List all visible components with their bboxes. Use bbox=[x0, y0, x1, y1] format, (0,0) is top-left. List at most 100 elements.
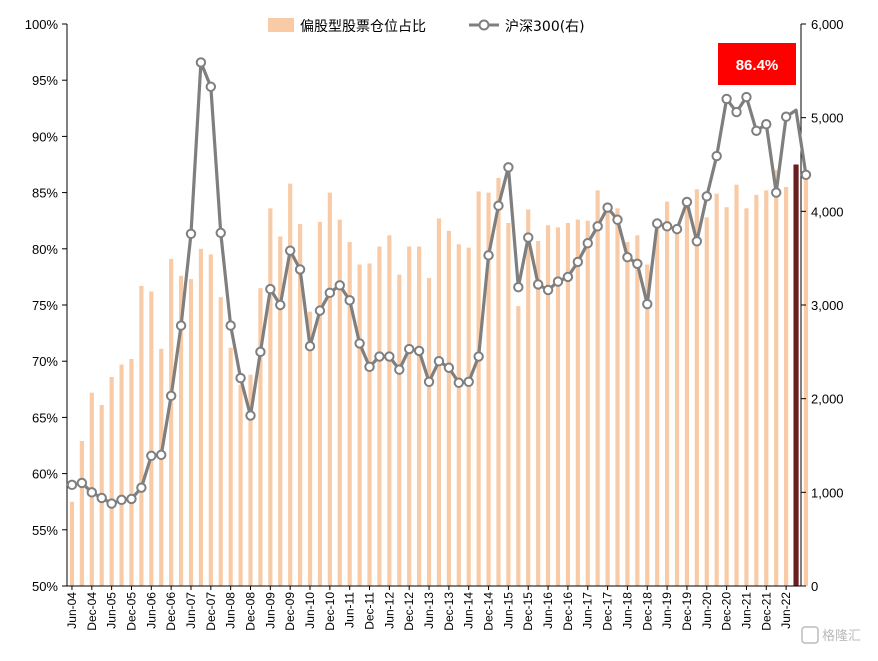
x-tick-label: Jun-19 bbox=[660, 592, 674, 629]
left-tick-label: 80% bbox=[32, 242, 58, 257]
bar-2020Q3 bbox=[714, 193, 719, 586]
line-point-2009Q2 bbox=[265, 283, 276, 295]
line-point-2014Q2 bbox=[463, 376, 474, 388]
bar-2008Q2 bbox=[228, 347, 233, 586]
right-tick-label: 4,000 bbox=[811, 204, 844, 219]
line-point-2012Q3 bbox=[394, 364, 405, 375]
x-tick-label: Dec-08 bbox=[244, 592, 258, 631]
bar-2018Q1 bbox=[615, 208, 620, 586]
line-point-2020Q2 bbox=[701, 191, 712, 202]
bar-2005Q3 bbox=[119, 364, 124, 586]
line-point-2009Q4 bbox=[284, 245, 296, 256]
line-point-2009Q3 bbox=[275, 299, 286, 311]
callout: 86.4% bbox=[718, 43, 796, 85]
bar-2020Q1 bbox=[694, 189, 699, 587]
bar-2020Q2 bbox=[704, 217, 709, 586]
line-point-2005Q1 bbox=[96, 492, 107, 504]
bar-2004Q3 bbox=[79, 441, 84, 586]
x-tick-label: Dec-09 bbox=[283, 592, 297, 631]
left-tick-label: 65% bbox=[32, 410, 58, 425]
bar-2012Q4 bbox=[407, 246, 412, 587]
left-tick-label: 55% bbox=[32, 523, 58, 538]
bar-2005Q2 bbox=[109, 376, 114, 586]
bar-2008Q1 bbox=[218, 297, 223, 586]
line-point-2004Q2 bbox=[66, 479, 78, 491]
x-tick-label: Dec-07 bbox=[204, 592, 218, 631]
x-tick-label: Jun-21 bbox=[739, 592, 753, 629]
line-point-2020Q3 bbox=[711, 150, 722, 162]
x-tick-label: Jun-08 bbox=[224, 592, 238, 629]
line-point-undefined bbox=[800, 169, 812, 181]
bar-2015Q3 bbox=[516, 306, 521, 586]
line-point-2015Q4 bbox=[523, 232, 534, 243]
bar-2016Q4 bbox=[565, 222, 570, 586]
bar-series bbox=[69, 164, 809, 587]
line-point-2019Q3 bbox=[671, 223, 683, 235]
bar-2013Q4 bbox=[446, 230, 451, 586]
line-point-2006Q3 bbox=[156, 449, 167, 461]
bar-2012Q1 bbox=[377, 246, 382, 587]
bar-2019Q1 bbox=[655, 224, 660, 586]
line-point-2021Q1 bbox=[731, 106, 742, 118]
line-point-2015Q1 bbox=[493, 200, 504, 211]
line-point-2017Q2 bbox=[582, 237, 593, 249]
bar-2015Q1 bbox=[496, 177, 501, 587]
line-point-2011Q1 bbox=[334, 280, 345, 291]
x-tick-label: Dec-20 bbox=[720, 592, 734, 631]
line-point-2012Q4 bbox=[404, 343, 415, 355]
x-tick-label: Jun-22 bbox=[779, 592, 793, 629]
bar-2006Q4 bbox=[169, 258, 174, 586]
line-point-2008Q1 bbox=[215, 227, 226, 239]
bar-2022Q3 bbox=[793, 164, 799, 586]
line-point-2018Q1 bbox=[612, 214, 623, 225]
line-point-2017Q1 bbox=[572, 256, 584, 268]
x-tick-label: Dec-16 bbox=[561, 592, 575, 631]
line-point-2020Q4 bbox=[721, 93, 732, 105]
line-point-2005Q4 bbox=[126, 493, 137, 505]
bar-2014Q1 bbox=[456, 244, 461, 587]
bar-2022Q1 bbox=[774, 170, 779, 586]
callout-label: 86.4% bbox=[736, 57, 779, 74]
watermark-logo-icon bbox=[801, 626, 819, 644]
line-point-2013Q4 bbox=[443, 362, 455, 373]
x-tick-label: Dec-05 bbox=[124, 592, 138, 631]
callout-box bbox=[718, 43, 796, 85]
x-tick-label: Jun-15 bbox=[501, 592, 515, 629]
bar-2015Q2 bbox=[506, 222, 511, 586]
line-point-2016Q4 bbox=[562, 271, 574, 283]
line-point-2006Q1 bbox=[136, 482, 147, 493]
x-tick-label: Dec-21 bbox=[759, 592, 773, 631]
bar-2016Q3 bbox=[555, 227, 561, 586]
x-tick-label: Jun-13 bbox=[422, 592, 436, 629]
bar-2020Q4 bbox=[724, 207, 729, 586]
line-point-2006Q4 bbox=[165, 390, 177, 402]
line-point-2019Q1 bbox=[651, 218, 663, 229]
bar-2018Q2 bbox=[625, 242, 630, 586]
bar-2010Q4 bbox=[327, 192, 332, 586]
right-tick-label: 1,000 bbox=[811, 485, 844, 500]
x-tick-label: Jun-16 bbox=[541, 592, 555, 629]
line-point-2005Q2 bbox=[106, 498, 117, 509]
legend-bar-label: 偏股型股票仓位占比 bbox=[300, 19, 426, 35]
bar-2021Q2 bbox=[744, 208, 749, 586]
x-tick-label: Dec-11 bbox=[363, 592, 377, 630]
bar-2017Q3 bbox=[595, 190, 600, 586]
bar-2021Q1 bbox=[734, 184, 739, 587]
line-point-2014Q3 bbox=[473, 351, 484, 362]
bar-2010Q1 bbox=[298, 224, 303, 586]
line-point-2010Q4 bbox=[324, 287, 336, 299]
line-point-2014Q4 bbox=[483, 250, 494, 261]
x-tick-label: Jun-12 bbox=[382, 592, 396, 629]
line-point-2018Q4 bbox=[642, 298, 653, 310]
right-tick-label: 2,000 bbox=[811, 392, 844, 407]
line-point-2018Q3 bbox=[632, 258, 643, 269]
bar-2014Q4 bbox=[486, 192, 491, 586]
x-axis-ticks: Jun-04 Dec-04 Jun-05 Dec-05 Jun-06 Dec-06 Jun-… bbox=[65, 586, 793, 631]
axes bbox=[66, 24, 802, 587]
bar-2009Q2 bbox=[268, 208, 273, 586]
x-tick-label: Dec-13 bbox=[442, 592, 456, 631]
bar-2010Q2 bbox=[307, 311, 313, 586]
bar-2009Q1 bbox=[258, 288, 263, 586]
line-point-2004Q3 bbox=[76, 477, 88, 489]
bar-2019Q2 bbox=[665, 201, 670, 586]
